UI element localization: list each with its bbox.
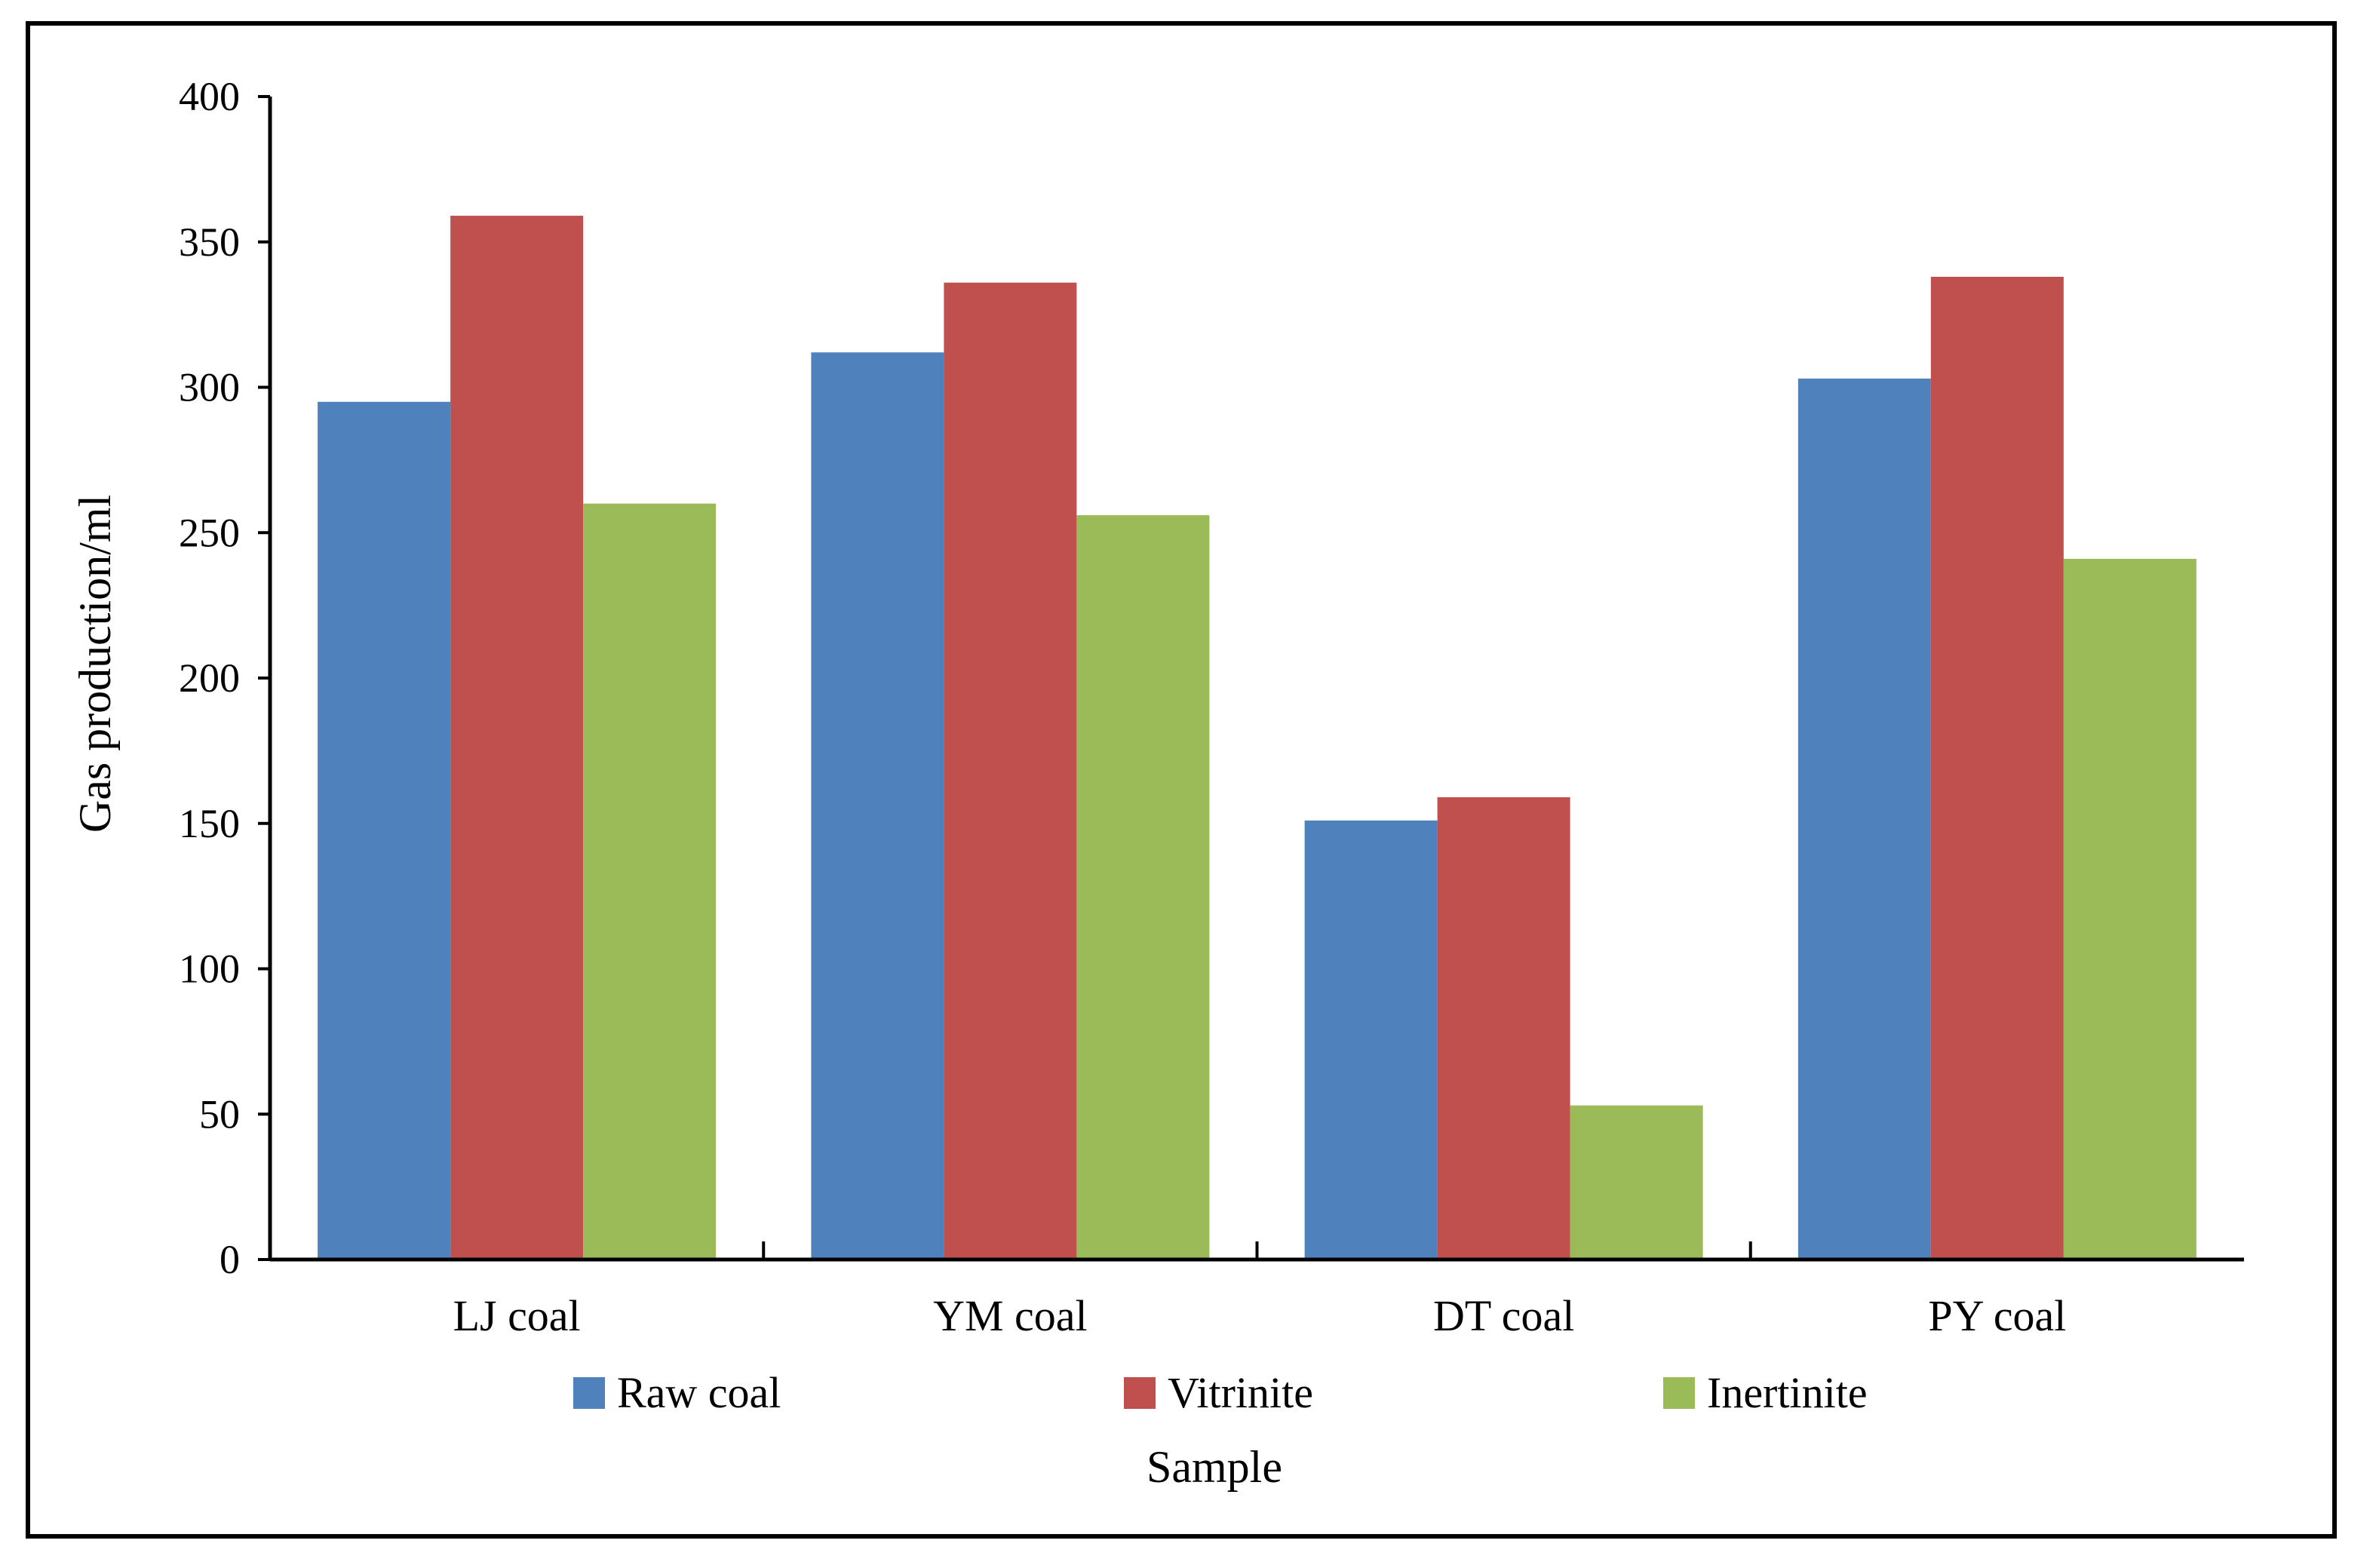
x-tick-label: YM coal xyxy=(933,1291,1088,1340)
bar-vitrinite-ym-coal xyxy=(944,282,1077,1260)
bar-vitrinite-py-coal xyxy=(1930,277,2064,1260)
bar-inertinite-dt-coal xyxy=(1570,1105,1703,1260)
y-axis-title: Gas production/ml xyxy=(70,495,120,833)
y-tick-label: 200 xyxy=(179,655,240,701)
bar-raw-coal-dt-coal xyxy=(1304,820,1438,1260)
x-axis-title: Sample xyxy=(1147,1442,1282,1492)
legend-swatch-raw-coal xyxy=(573,1377,605,1409)
x-tick-label: PY coal xyxy=(1928,1291,2066,1340)
y-tick-label: 50 xyxy=(199,1091,240,1137)
legend: Raw coal Vitrinite Inertinite xyxy=(573,1368,1868,1417)
bar-raw-coal-ym-coal xyxy=(811,352,944,1260)
legend-swatch-inertinite xyxy=(1663,1377,1695,1409)
legend-label-inertinite: Inertinite xyxy=(1707,1368,1868,1417)
y-ticks-group: 0 50 100 150 200 250 300 350 400 xyxy=(179,74,270,1282)
bar-raw-coal-py-coal xyxy=(1797,378,1931,1260)
bar-vitrinite-lj-coal xyxy=(450,216,584,1260)
y-tick-label: 150 xyxy=(179,801,240,846)
bar-inertinite-py-coal xyxy=(2063,558,2196,1260)
bar-inertinite-lj-coal xyxy=(583,503,717,1260)
legend-label-raw-coal: Raw coal xyxy=(617,1368,781,1417)
legend-swatch-vitrinite xyxy=(1124,1377,1156,1409)
y-tick-label: 400 xyxy=(179,74,240,119)
x-tick-label: DT coal xyxy=(1433,1291,1574,1340)
bar-inertinite-ym-coal xyxy=(1076,515,1210,1260)
y-tick-label: 100 xyxy=(179,947,240,992)
y-tick-label: 0 xyxy=(219,1237,240,1282)
y-tick-label: 250 xyxy=(179,510,240,555)
bar-vitrinite-dt-coal xyxy=(1437,797,1570,1260)
bars-group xyxy=(318,216,2196,1260)
y-tick-label: 300 xyxy=(179,365,240,410)
bar-raw-coal-lj-coal xyxy=(318,401,451,1260)
legend-label-vitrinite: Vitrinite xyxy=(1168,1368,1313,1417)
x-ticks-group: LJ coal YM coal DT coal PY coal xyxy=(453,1241,2066,1340)
y-tick-label: 350 xyxy=(179,219,240,265)
x-tick-label: LJ coal xyxy=(453,1291,581,1340)
